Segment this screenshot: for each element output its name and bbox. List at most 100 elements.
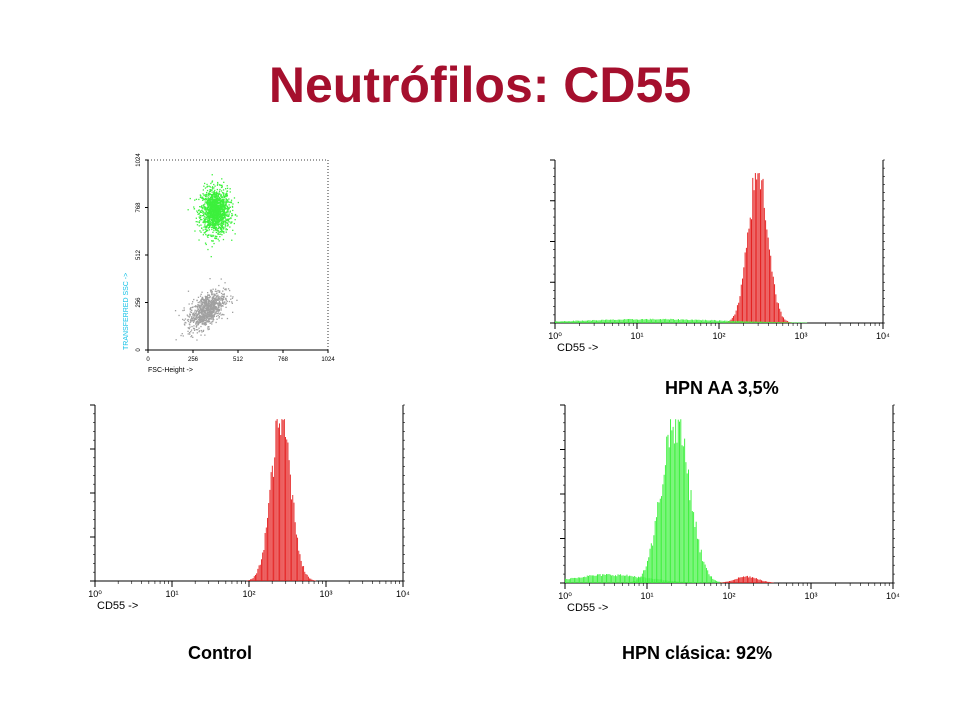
histogram-bar — [679, 581, 680, 583]
scatter-point — [215, 298, 217, 300]
scatter-point — [220, 303, 222, 305]
histogram-bar — [667, 319, 669, 323]
scatter-point — [208, 227, 210, 229]
histogram-bar — [253, 576, 255, 581]
scatter-point — [231, 239, 233, 241]
histogram-bar — [606, 319, 608, 323]
scatter-point — [230, 295, 232, 297]
scatter-point — [220, 292, 223, 295]
scatter-point — [213, 293, 215, 295]
scatter-point — [208, 306, 210, 308]
histogram-peak-green — [555, 318, 808, 323]
scatter-point — [200, 325, 202, 328]
histogram-bar — [661, 319, 663, 323]
scatter-point — [199, 217, 201, 219]
scatter-point — [203, 317, 206, 319]
scatter-point — [214, 215, 216, 217]
scatter-point — [203, 313, 205, 315]
histogram-bar — [663, 580, 665, 583]
scatter-point — [211, 212, 213, 214]
scatter-point — [203, 222, 205, 224]
scatter-point — [217, 295, 219, 297]
scatter-point — [233, 197, 236, 199]
scatter-point — [209, 208, 211, 210]
scatter-point — [187, 209, 189, 211]
scatter-point — [193, 298, 195, 301]
scatter-x-tick-label: 512 — [233, 357, 244, 363]
histogram-bar — [672, 581, 674, 583]
scatter-point — [211, 305, 213, 307]
scatter-point — [225, 202, 227, 204]
scatter-point — [219, 206, 221, 208]
histogram-bar — [654, 578, 656, 583]
scatter-point — [192, 301, 194, 303]
scatter-point — [215, 306, 217, 308]
scatter-point — [193, 318, 195, 320]
scatter-point — [210, 202, 212, 205]
scatter-point — [196, 224, 199, 226]
scatter-point — [223, 294, 225, 296]
scatter-point — [215, 300, 217, 302]
histogram-bar — [713, 579, 715, 583]
scatter-point — [213, 307, 216, 309]
scatter-point — [213, 211, 215, 213]
scatter-point — [192, 314, 194, 316]
scatter-point — [214, 307, 216, 310]
scatter-point — [223, 220, 225, 222]
histogram-bar — [617, 319, 619, 323]
scatter-point — [227, 201, 229, 203]
scatter-point — [224, 195, 226, 198]
histogram-bar — [686, 473, 688, 583]
scatter-point — [231, 205, 234, 208]
histogram-x-tick-label: 10² — [242, 589, 255, 599]
scatter-point — [220, 304, 222, 306]
scatter-point — [224, 288, 226, 291]
histogram-bar — [772, 582, 774, 583]
scatter-point — [194, 311, 196, 313]
scatter-point — [221, 206, 223, 208]
scatter-point — [220, 307, 222, 309]
histogram-bar — [783, 317, 785, 323]
scatter-point — [217, 305, 219, 307]
scatter-point — [210, 214, 212, 216]
scatter-point — [221, 227, 223, 229]
scatter-point — [208, 207, 210, 209]
histogram-bar — [754, 321, 756, 323]
scatter-point — [214, 227, 216, 230]
histogram-bar — [754, 173, 756, 323]
scatter-point — [197, 318, 199, 320]
scatter-point — [209, 308, 211, 310]
scatter-point — [210, 208, 212, 210]
histogram-bar — [677, 419, 679, 583]
histogram-bar — [589, 575, 591, 583]
scatter-point — [216, 222, 218, 224]
scatter-point — [212, 216, 214, 218]
histogram-bar — [724, 320, 726, 323]
scatter-point — [220, 186, 223, 189]
scatter-point — [207, 198, 209, 200]
scatter-point — [205, 320, 207, 322]
scatter-point — [215, 222, 217, 224]
scatter-point — [220, 227, 222, 229]
scatter-point — [215, 315, 218, 317]
histogram-bar — [649, 577, 651, 583]
histogram-bar — [745, 247, 747, 323]
scatter-point — [224, 208, 226, 210]
histogram-bar — [783, 322, 785, 323]
scatter-point — [218, 207, 220, 209]
histogram-bar — [608, 574, 610, 583]
scatter-point — [218, 209, 220, 211]
scatter-point — [209, 221, 212, 223]
scatter-point — [221, 219, 223, 221]
scatter-point — [200, 299, 202, 301]
scatter-point — [210, 256, 212, 258]
scatter-point — [198, 305, 200, 307]
scatter-point — [217, 233, 219, 235]
histogram-bar — [628, 319, 629, 323]
scatter-point — [211, 315, 213, 317]
histogram-bar — [566, 321, 568, 323]
histogram-bar — [641, 577, 643, 583]
scatter-point — [204, 182, 206, 185]
histogram-bar — [640, 576, 642, 583]
histogram-bar — [713, 319, 715, 323]
